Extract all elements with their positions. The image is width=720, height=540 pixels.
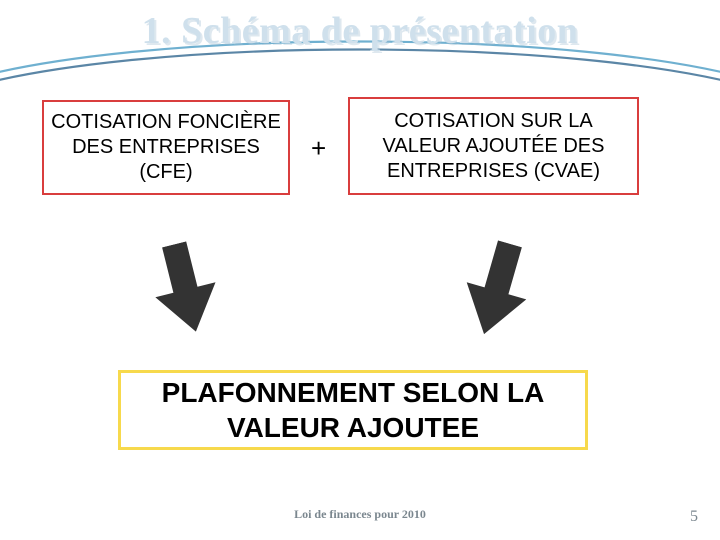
box-cvae-text: COTISATION SUR LA VALEUR AJOUTÉE DES ENT…: [356, 109, 631, 184]
slide-title: 1. Schéma de présentation: [0, 9, 720, 53]
slide: 1. Schéma de présentation COTISATION FON…: [0, 0, 720, 540]
arrow-left: [144, 237, 226, 339]
arrow-right-shape: [454, 235, 540, 342]
box-plafonnement: PLAFONNEMENT SELON LA VALEUR AJOUTEE: [118, 370, 588, 450]
plus-sign: +: [311, 133, 326, 164]
footer-text: Loi de finances pour 2010: [0, 507, 720, 522]
arrow-left-shape: [144, 237, 226, 339]
page-number: 5: [690, 508, 698, 526]
swoosh-bottom-line: [0, 50, 720, 91]
box-cfe-text: COTISATION FONCIÈRE DES ENTREPRISES (CFE…: [50, 110, 282, 185]
box-cvae: COTISATION SUR LA VALEUR AJOUTÉE DES ENT…: [348, 97, 639, 195]
box-cfe: COTISATION FONCIÈRE DES ENTREPRISES (CFE…: [42, 100, 290, 195]
box-plafonnement-text: PLAFONNEMENT SELON LA VALEUR AJOUTEE: [131, 375, 575, 445]
arrow-right: [454, 235, 540, 342]
